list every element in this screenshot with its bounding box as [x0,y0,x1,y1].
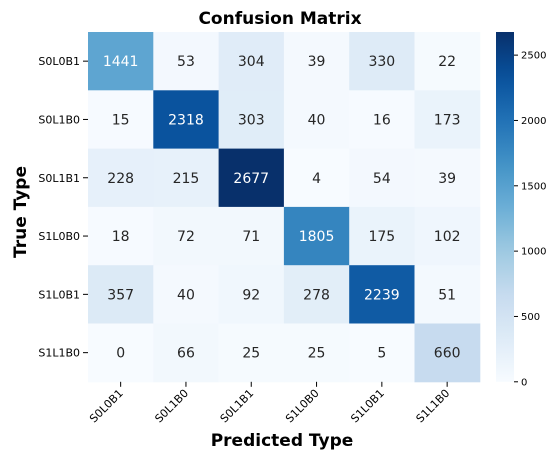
x-tick-label: S0L1B0 [152,387,191,426]
heatmap-cell [283,90,350,150]
heatmap-cell [349,32,415,91]
cell-value-label: 40 [308,112,326,128]
cell-value-label: 2239 [364,287,400,303]
y-axis-ticks: S0L0B1 S0L1B0 S0L1B1 S1L0B0 S1L0B1 S1L1B0 [38,55,88,360]
heatmap-cell [349,206,415,266]
heatmap-cell [218,90,285,150]
cell-value-label: 72 [177,229,195,245]
cell-value-label: 660 [434,346,461,362]
heatmap-cell [88,265,154,324]
y-axis-label: True Type [11,166,31,258]
cell-value-label: 39 [308,54,326,70]
colorbar-tick-label: 0 [521,377,527,388]
colorbar-tick-label: 1500 [521,181,546,192]
heatmap-cell [349,323,415,383]
heatmap-cell [218,32,285,91]
cell-value-label: 92 [242,287,260,303]
heatmap-cell [414,265,481,324]
cell-value-label: 330 [368,54,395,70]
cell-value-label: 102 [434,229,461,245]
cell-value-label: 54 [373,171,391,187]
cell-value-label: 53 [177,54,195,70]
cell-value-label: 40 [177,287,195,303]
heatmap-cell [153,90,220,150]
x-tick-label: S1L0B1 [348,387,387,426]
heatmap-cell [283,32,350,91]
cell-value-label: 15 [112,112,130,128]
cell-value-label: 1441 [103,54,139,70]
heatmap-cell [88,323,154,383]
cell-value-label: 66 [177,346,195,362]
cell-value-label: 304 [238,54,265,70]
heatmap-cell [88,206,154,266]
colorbar-gradient [496,32,514,382]
cell-value-label: 2318 [168,112,204,128]
colorbar-tick-label: 500 [521,312,540,323]
heatmap-cell [349,90,415,150]
heatmap-cell [414,32,481,91]
x-axis-ticks: S0L0B1 S0L1B0 S0L1B1 S1L0B0 S1L0B1 S1L1B0 [87,381,453,426]
cell-value-label: 278 [303,287,330,303]
cell-value-label: 228 [107,171,134,187]
heatmap-cell [218,265,285,324]
x-tick-label: S1L1B0 [414,387,453,426]
colorbar-tick-label: 1000 [521,247,546,258]
cell-value-label: 357 [107,287,134,303]
heatmap-cell [153,32,220,91]
heatmap-cell [414,206,481,266]
cell-value-label: 39 [438,171,456,187]
cell-value-label: 0 [116,346,125,362]
heatmap-cell [349,265,415,324]
heatmap-cell [283,265,350,324]
cell-value-label: 18 [112,229,130,245]
heatmap-cell [283,323,350,383]
y-tick-label: S1L0B1 [38,288,80,301]
heatmap-cell [153,323,220,383]
cell-value-label: 5 [377,346,386,362]
heatmap-cell [349,148,415,208]
colorbar: 0 500 1000 1500 2000 2500 [496,32,546,388]
x-tick-label: S1L0B0 [283,387,322,426]
x-tick-label: S0L1B1 [218,387,257,426]
cell-value-label: 2677 [233,171,269,187]
heatmap-cell [88,90,154,150]
cell-value-label: 303 [238,112,265,128]
cell-value-label: 215 [173,171,200,187]
y-tick-label: S0L1B0 [38,113,80,126]
heatmap-cell [218,323,285,383]
y-tick-label: S0L0B1 [38,55,80,68]
cell-value-label: 25 [308,346,326,362]
colorbar-tick-label: 2000 [521,116,546,127]
heatmap-cell [283,148,350,208]
heatmap-cell [88,148,154,208]
cell-value-label: 71 [242,229,260,245]
heatmap-cell [414,90,481,150]
heatmap-cell [218,206,285,266]
x-tick-label: S0L0B1 [87,387,126,426]
heatmap-cell [283,206,350,266]
heatmap-cell [153,206,220,266]
cell-value-label: 173 [434,112,461,128]
y-tick-label: S1L1B0 [38,347,80,360]
cell-value-label: 16 [373,112,391,128]
colorbar-tick-label: 2500 [521,51,546,62]
heatmap-cell [153,265,220,324]
heatmap-cell [414,323,481,383]
cell-value-label: 51 [438,287,456,303]
heatmap-cell [153,148,220,208]
cell-value-label: 4 [312,171,321,187]
y-tick-label: S0L1B1 [38,172,80,185]
cell-value-label: 22 [438,54,456,70]
heatmap-cell [218,148,285,208]
x-axis-label: Predicted Type [211,431,354,451]
heatmap-cell [414,148,481,208]
y-tick-label: S1L0B0 [38,230,80,243]
cell-value-label: 25 [242,346,260,362]
heatmap-cell [88,32,154,91]
cell-value-label: 1805 [299,229,335,245]
chart-title: Confusion Matrix [198,9,361,29]
cell-value-label: 175 [368,229,395,245]
